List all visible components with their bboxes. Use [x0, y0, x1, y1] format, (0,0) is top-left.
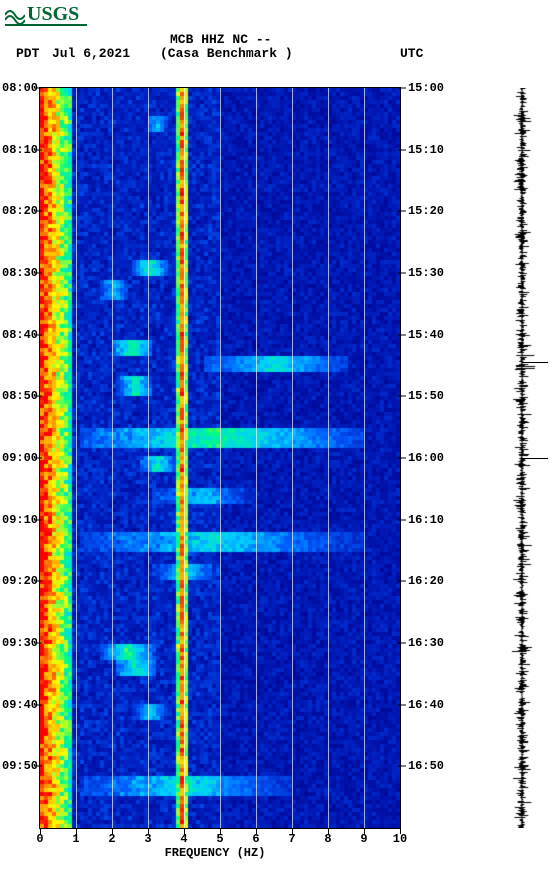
- utc-tick: 16:00: [408, 451, 444, 465]
- pdt-tick: 09:40: [2, 698, 38, 712]
- utc-tick: 16:40: [408, 698, 444, 712]
- x-tick: 5: [216, 832, 223, 846]
- x-tick: 4: [180, 832, 187, 846]
- grid-line: [256, 88, 257, 828]
- tz-left-label: PDT: [16, 46, 39, 61]
- x-tick: 9: [360, 832, 367, 846]
- x-tick-mark: [256, 828, 257, 834]
- ytick-mark-r: [398, 88, 406, 89]
- x-tick-mark: [76, 828, 77, 834]
- ytick-mark-r: [398, 704, 406, 705]
- ytick-mark-r: [398, 273, 406, 274]
- pdt-tick: 08:10: [2, 143, 38, 157]
- ytick-mark: [34, 396, 42, 397]
- date-label: Jul 6,2021: [52, 46, 130, 61]
- x-tick: 7: [288, 832, 295, 846]
- x-axis-label: FREQUENCY (HZ): [115, 846, 315, 860]
- ytick-mark: [34, 519, 42, 520]
- station-code: MCB HHZ NC --: [170, 32, 271, 47]
- ytick-mark-r: [398, 766, 406, 767]
- grid-line: [292, 88, 293, 828]
- ytick-mark: [34, 334, 42, 335]
- ytick-mark: [34, 149, 42, 150]
- utc-tick: 16:30: [408, 636, 444, 650]
- x-tick: 8: [324, 832, 331, 846]
- grid-line: [76, 88, 77, 828]
- x-tick-mark: [400, 828, 401, 834]
- pdt-tick: 09:30: [2, 636, 38, 650]
- usgs-underline: [5, 24, 87, 26]
- grid-line: [148, 88, 149, 828]
- utc-tick: 16:50: [408, 759, 444, 773]
- grid-line: [364, 88, 365, 828]
- pdt-tick: 09:10: [2, 513, 38, 527]
- x-tick: 2: [108, 832, 115, 846]
- site-label: (Casa Benchmark ): [160, 46, 293, 61]
- pdt-tick: 08:00: [2, 81, 38, 95]
- utc-tick: 15:40: [408, 328, 444, 342]
- utc-tick: 16:20: [408, 574, 444, 588]
- spectrogram-plot: [40, 88, 400, 828]
- x-tick: 3: [144, 832, 151, 846]
- x-tick-mark: [364, 828, 365, 834]
- utc-tick: 15:20: [408, 204, 444, 218]
- seismo-tick: [522, 458, 548, 459]
- ytick-mark-r: [398, 643, 406, 644]
- x-tick: 1: [72, 832, 79, 846]
- ytick-mark: [34, 643, 42, 644]
- pdt-tick: 08:40: [2, 328, 38, 342]
- ytick-mark: [34, 273, 42, 274]
- usgs-text: USGS: [27, 3, 79, 26]
- x-tick: 6: [252, 832, 259, 846]
- pdt-tick: 09:20: [2, 574, 38, 588]
- utc-tick: 16:10: [408, 513, 444, 527]
- seismo-tick: [522, 362, 548, 363]
- usgs-wave-icon: [5, 6, 25, 24]
- utc-tick: 15:00: [408, 81, 444, 95]
- x-tick-mark: [220, 828, 221, 834]
- ytick-mark-r: [398, 149, 406, 150]
- utc-tick: 15:50: [408, 389, 444, 403]
- ytick-mark-r: [398, 334, 406, 335]
- ytick-mark: [34, 211, 42, 212]
- x-tick-mark: [112, 828, 113, 834]
- ytick-mark-r: [398, 211, 406, 212]
- utc-tick: 15:10: [408, 143, 444, 157]
- ytick-mark: [34, 88, 42, 89]
- usgs-logo: USGS: [5, 3, 79, 26]
- x-tick-mark: [40, 828, 41, 834]
- ytick-mark-r: [398, 458, 406, 459]
- grid-line: [220, 88, 221, 828]
- ytick-mark: [34, 704, 42, 705]
- grid-line: [184, 88, 185, 828]
- tz-right-label: UTC: [400, 46, 423, 61]
- x-tick-mark: [328, 828, 329, 834]
- x-tick-mark: [292, 828, 293, 834]
- ytick-mark: [34, 458, 42, 459]
- utc-tick: 15:30: [408, 266, 444, 280]
- ytick-mark-r: [398, 581, 406, 582]
- grid-line: [112, 88, 113, 828]
- x-tick-mark: [184, 828, 185, 834]
- x-tick: 10: [393, 832, 407, 846]
- ytick-mark: [34, 581, 42, 582]
- pdt-tick: 09:00: [2, 451, 38, 465]
- pdt-tick: 08:30: [2, 266, 38, 280]
- pdt-tick: 08:50: [2, 389, 38, 403]
- ytick-mark: [34, 766, 42, 767]
- x-tick: 0: [36, 832, 43, 846]
- grid-line: [328, 88, 329, 828]
- ytick-mark-r: [398, 396, 406, 397]
- pdt-tick: 08:20: [2, 204, 38, 218]
- ytick-mark-r: [398, 519, 406, 520]
- x-tick-mark: [148, 828, 149, 834]
- pdt-tick: 09:50: [2, 759, 38, 773]
